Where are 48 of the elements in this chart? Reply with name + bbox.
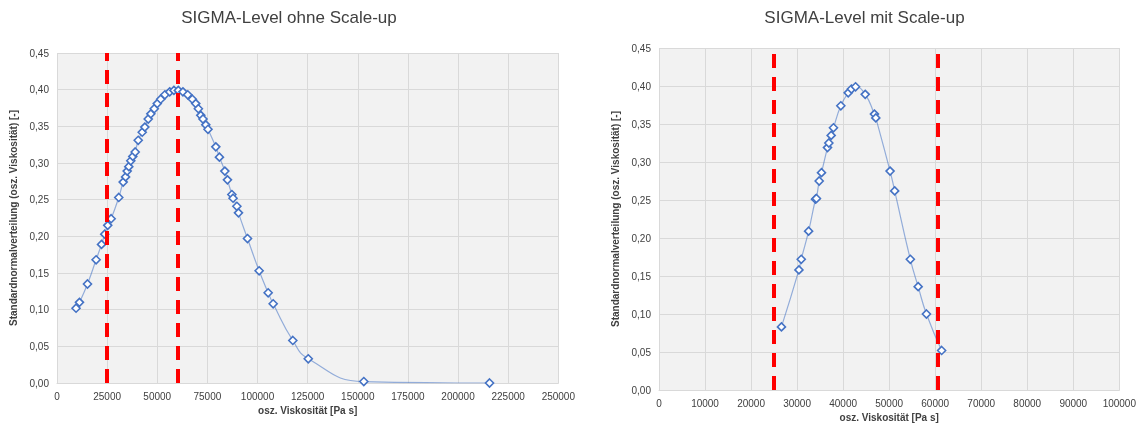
x-tick-label: 150000 — [341, 390, 375, 402]
y-tick-label: 0,25 — [29, 194, 50, 206]
y-tick-label: 0,25 — [631, 194, 652, 206]
x-tick-label: 75000 — [193, 390, 222, 402]
x-tick-label: 60000 — [921, 397, 950, 409]
x-tick-label: 250000 — [541, 390, 576, 402]
x-tick-label: 175000 — [391, 390, 426, 402]
x-tick-label: 50000 — [143, 390, 172, 402]
x-tick-label: 200000 — [441, 390, 476, 402]
y-tick-label: 0,45 — [631, 42, 652, 54]
y-tick-label: 0,15 — [29, 267, 50, 279]
y-tick-label: 0,30 — [29, 157, 50, 169]
y-tick-label: 0,40 — [29, 84, 50, 96]
x-tick-label: 90000 — [1059, 397, 1088, 409]
x-axis-title: osz. Viskosität [Pa s] — [839, 412, 939, 424]
y-axis-title: Standardnormalverteilung (osz. Viskosität) [-] — [8, 110, 20, 326]
y-tick-label: 0,35 — [29, 120, 50, 132]
x-tick-label: 125000 — [290, 390, 325, 402]
y-tick-label: 0,20 — [631, 232, 652, 244]
x-tick-label: 100000 — [240, 390, 275, 402]
x-axis-title: osz. Viskosität [Pa s] — [258, 405, 358, 417]
y-tick-label: 0,35 — [631, 118, 652, 130]
y-tick-label: 0,30 — [631, 156, 652, 168]
y-tick-label: 0,05 — [631, 346, 652, 358]
x-tick-label: 30000 — [783, 397, 812, 409]
y-tick-label: 0,20 — [29, 230, 50, 242]
y-tick-label: 0,00 — [29, 377, 50, 389]
chart-title: SIGMA-Level ohne Scale-up — [181, 8, 397, 27]
x-tick-label: 20000 — [737, 397, 766, 409]
chart-title: SIGMA-Level mit Scale-up — [764, 8, 965, 27]
x-tick-label: 225000 — [491, 390, 526, 402]
y-tick-label: 0,15 — [631, 270, 652, 282]
y-axis-title: Standardnormalverteilung (osz. Viskosität) [-] — [610, 111, 622, 327]
x-tick-label: 80000 — [1013, 397, 1042, 409]
y-tick-label: 0,40 — [631, 80, 652, 92]
x-tick-label: 70000 — [967, 397, 996, 409]
x-tick-label: 0 — [656, 397, 663, 409]
x-tick-label: 10000 — [691, 397, 720, 409]
y-tick-label: 0,45 — [29, 47, 50, 59]
x-tick-label: 40000 — [829, 397, 858, 409]
y-tick-label: 0,10 — [631, 308, 652, 320]
x-tick-label: 25000 — [93, 390, 122, 402]
x-tick-label: 100000 — [1102, 397, 1137, 409]
y-tick-label: 0,05 — [29, 340, 50, 352]
y-tick-label: 0,10 — [29, 304, 50, 316]
y-tick-label: 0,00 — [631, 384, 652, 396]
x-tick-label: 0 — [54, 390, 61, 402]
x-tick-label: 50000 — [875, 397, 904, 409]
